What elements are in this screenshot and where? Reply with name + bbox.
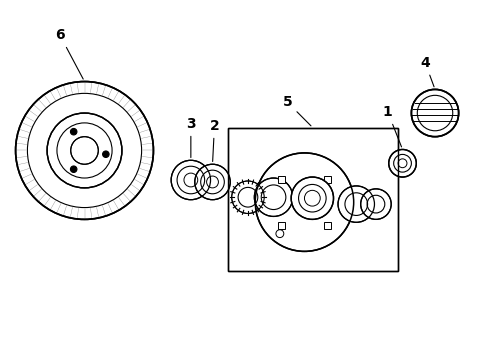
Text: 1: 1 [383,105,401,147]
Bar [228,128,397,271]
Circle shape [412,89,459,137]
Circle shape [71,129,77,135]
Text: 3: 3 [186,117,196,158]
Circle shape [389,149,416,177]
Bar [228,128,397,271]
Circle shape [16,82,153,219]
Bar [324,222,331,229]
Text: 4: 4 [420,56,434,87]
Circle shape [71,137,98,164]
Circle shape [195,164,230,200]
Bar [324,176,331,183]
Circle shape [102,151,109,157]
Circle shape [254,178,293,216]
Circle shape [361,189,391,219]
Text: 6: 6 [55,28,83,79]
Circle shape [171,160,211,200]
Bar [278,222,285,229]
Bar [278,176,285,183]
Text: 5: 5 [282,95,311,126]
Circle shape [255,153,354,251]
Circle shape [71,166,77,172]
Circle shape [47,113,122,188]
Text: 2: 2 [210,119,220,162]
Circle shape [338,186,374,222]
Circle shape [232,181,264,213]
Circle shape [291,177,334,219]
